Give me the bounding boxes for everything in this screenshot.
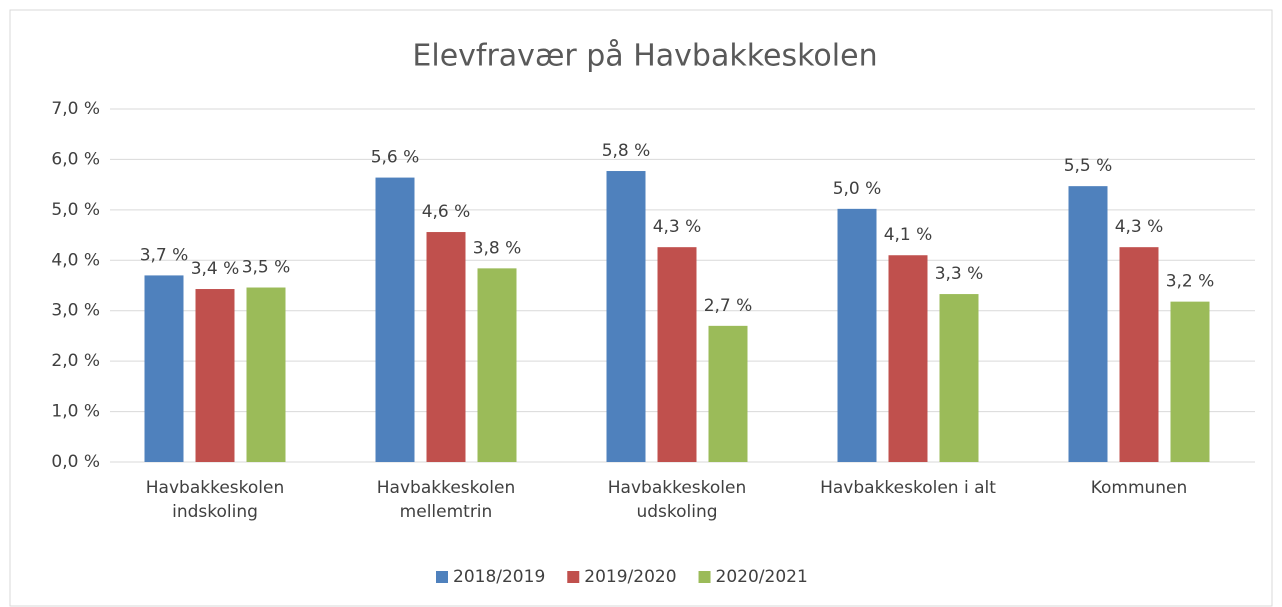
legend-swatch bbox=[698, 571, 711, 583]
legend-label: 2020/2021 bbox=[716, 567, 808, 587]
y-tick-label: 5,0 % bbox=[51, 200, 100, 220]
bar bbox=[1170, 301, 1210, 462]
bar bbox=[708, 325, 748, 462]
chart-title: Elevfravær på Havbakkeskolen bbox=[412, 39, 877, 74]
legend-swatch bbox=[567, 571, 580, 583]
x-tick-label: Havbakkeskolen i alt bbox=[820, 478, 996, 498]
data-label: 3,2 % bbox=[1166, 272, 1215, 292]
data-label: 4,3 % bbox=[1115, 217, 1164, 237]
data-label: 5,5 % bbox=[1064, 156, 1113, 176]
x-tick-label: Havbakkeskolen udskoling bbox=[607, 478, 747, 522]
x-tick-label: Kommunen bbox=[1090, 478, 1188, 498]
bar bbox=[144, 275, 184, 462]
bar bbox=[375, 177, 415, 462]
legend-label: 2018/2019 bbox=[453, 567, 545, 587]
bar bbox=[1068, 186, 1108, 463]
legend-label: 2019/2020 bbox=[584, 567, 676, 587]
data-label: 4,3 % bbox=[653, 217, 702, 237]
y-tick-label: 3,0 % bbox=[51, 301, 100, 321]
data-label: 3,4 % bbox=[191, 259, 240, 279]
bar bbox=[837, 208, 877, 462]
data-label: 4,1 % bbox=[884, 225, 933, 245]
y-tick-label: 7,0 % bbox=[51, 99, 100, 119]
x-tick-label: Havbakkeskolen mellemtrin bbox=[376, 478, 516, 522]
y-tick-label: 1,0 % bbox=[51, 402, 100, 422]
bar bbox=[1119, 247, 1159, 462]
bar bbox=[426, 232, 466, 462]
data-label: 3,8 % bbox=[473, 238, 522, 258]
bar bbox=[939, 294, 979, 462]
data-label: 4,6 % bbox=[422, 202, 471, 222]
bar bbox=[246, 287, 286, 462]
data-label: 3,7 % bbox=[140, 245, 189, 265]
data-label: 5,8 % bbox=[602, 141, 651, 161]
bar bbox=[477, 268, 517, 462]
y-tick-label: 6,0 % bbox=[51, 149, 100, 169]
bar bbox=[606, 171, 646, 462]
bar bbox=[657, 247, 697, 462]
data-label: 5,6 % bbox=[371, 148, 420, 168]
y-tick-label: 4,0 % bbox=[51, 250, 100, 270]
data-label: 3,3 % bbox=[935, 264, 984, 284]
x-tick-label: Havbakkeskolen indskoling bbox=[145, 478, 285, 522]
bar bbox=[888, 255, 928, 462]
data-label: 2,7 % bbox=[704, 296, 753, 316]
y-tick-label: 0,0 % bbox=[51, 452, 100, 472]
bar bbox=[195, 289, 235, 462]
data-label: 5,0 % bbox=[833, 179, 882, 199]
data-label: 3,5 % bbox=[242, 258, 291, 278]
legend-swatch bbox=[436, 571, 448, 583]
y-tick-label: 2,0 % bbox=[51, 351, 100, 371]
